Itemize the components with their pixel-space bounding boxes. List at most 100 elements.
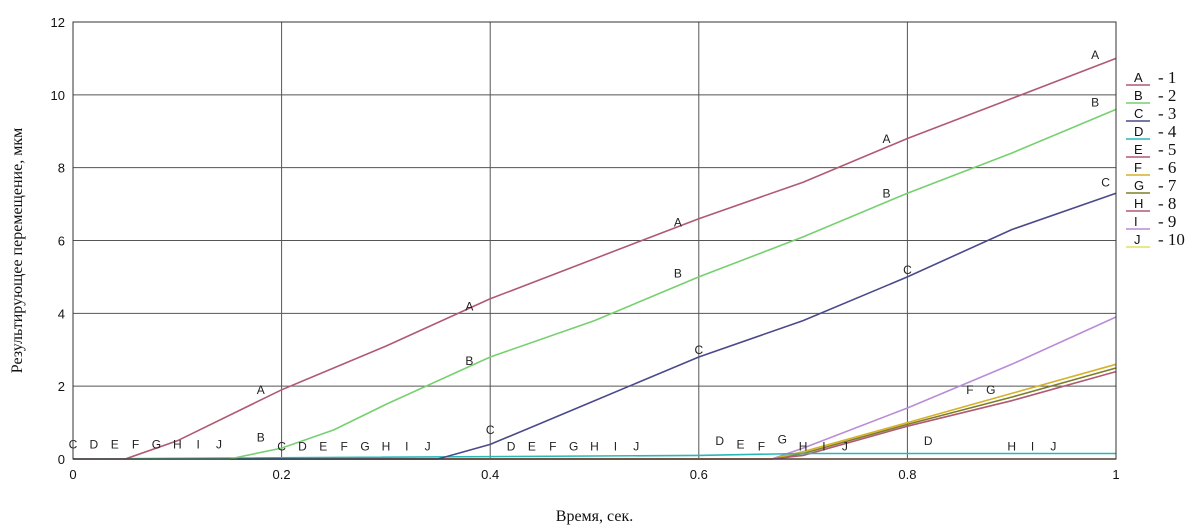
- y-tick-label: 0: [58, 452, 65, 467]
- series-marker-B: B: [1091, 95, 1099, 109]
- series-marker-C: C: [903, 263, 912, 277]
- series-marker-D: D: [924, 434, 933, 448]
- series-marker-F: F: [341, 440, 348, 454]
- x-tick-label: 0.8: [898, 467, 916, 482]
- legend-number: - 10: [1158, 230, 1185, 249]
- y-axis-title: Результирующее перемещение, мкм: [9, 128, 26, 373]
- y-tick-label: 6: [58, 234, 65, 249]
- legend-item-3: C - 3: [1126, 104, 1176, 123]
- series-marker-E: E: [319, 440, 327, 454]
- series-marker-D: D: [507, 440, 516, 454]
- legend-marker: D: [1134, 124, 1143, 139]
- series-line-D: [72, 452, 1116, 460]
- grid: [72, 21, 1117, 460]
- x-tick-label: 0: [69, 467, 76, 482]
- series-marker-A: A: [465, 299, 473, 313]
- series-marker-H: H: [1007, 440, 1016, 454]
- series-marker-E: E: [528, 440, 536, 454]
- y-tick-label: 2: [58, 379, 65, 394]
- series-marker-A: A: [1091, 48, 1099, 62]
- series-marker-D: D: [90, 438, 99, 452]
- series-marker-B: B: [465, 354, 473, 368]
- series-marker-G: G: [360, 440, 369, 454]
- x-tick-label: 0.2: [273, 467, 291, 482]
- legend-item-4: D - 4: [1126, 122, 1177, 141]
- series-marker-C: C: [694, 343, 703, 357]
- series-marker-J: J: [216, 438, 222, 452]
- series-marker-H: H: [173, 438, 182, 452]
- series-marker-B: B: [674, 267, 682, 281]
- x-tick-label: 0.6: [690, 467, 708, 482]
- legend-number: - 8: [1158, 194, 1176, 213]
- series-marker-C: C: [277, 440, 286, 454]
- legend-item-9: I - 9: [1126, 212, 1176, 231]
- legend-number: - 6: [1158, 158, 1176, 177]
- legend-marker: A: [1134, 70, 1143, 85]
- legend-number: - 2: [1158, 86, 1176, 105]
- series-marker-I: I: [822, 440, 825, 454]
- series-marker-C: C: [486, 423, 495, 437]
- series-marker-F: F: [966, 383, 973, 397]
- series-marker-D: D: [298, 440, 307, 454]
- legend-item-6: F - 6: [1126, 158, 1176, 177]
- legend-number: - 9: [1158, 212, 1176, 231]
- series-marker-J: J: [1050, 440, 1056, 454]
- series-marker-H: H: [382, 440, 391, 454]
- series-marker-I: I: [614, 440, 617, 454]
- legend-number: - 5: [1158, 140, 1176, 159]
- legend-number: - 3: [1158, 104, 1176, 123]
- series-marker-A: A: [883, 132, 891, 146]
- legend-number: - 1: [1158, 68, 1176, 87]
- series-marker-G: G: [569, 440, 578, 454]
- series-line-C: [73, 192, 1117, 460]
- series-line-B: [73, 108, 1117, 460]
- legend: A - 1 B - 2 C - 3 D - 4 E - 5 F - 6 G - 7 H - 8 I - 9 J - 1…: [1126, 68, 1185, 249]
- series-marker-A: A: [674, 216, 682, 230]
- legend-marker: J: [1134, 232, 1141, 247]
- legend-item-8: H - 8: [1126, 194, 1176, 213]
- series-marker-D: D: [715, 434, 724, 448]
- legend-number: - 4: [1158, 122, 1177, 141]
- legend-item-1: A - 1: [1126, 68, 1176, 87]
- series-marker-F: F: [758, 440, 765, 454]
- legend-item-2: B - 2: [1126, 86, 1176, 105]
- y-tick-label: 10: [51, 88, 65, 103]
- legend-item-10: J - 10: [1126, 230, 1185, 249]
- series-marker-J: J: [842, 440, 848, 454]
- series-lines: [72, 57, 1117, 460]
- series-marker-G: G: [778, 432, 787, 446]
- series-marker-H: H: [590, 440, 599, 454]
- legend-item-7: G - 7: [1126, 176, 1177, 195]
- series-marker-H: H: [799, 440, 808, 454]
- series-marker-E: E: [111, 438, 119, 452]
- legend-marker: H: [1134, 196, 1143, 211]
- series-marker-F: F: [132, 438, 139, 452]
- legend-marker: G: [1134, 178, 1144, 193]
- plot-frame: [72, 21, 1117, 460]
- series-marker-G: G: [986, 383, 995, 397]
- series-marker-I: I: [1031, 440, 1034, 454]
- y-tick-label: 4: [58, 306, 65, 321]
- x-tick-label: 1: [1112, 467, 1119, 482]
- legend-item-5: E - 5: [1126, 140, 1176, 159]
- series-marker-B: B: [257, 430, 265, 444]
- legend-number: - 7: [1158, 176, 1177, 195]
- series-marker-J: J: [633, 440, 639, 454]
- legend-marker: C: [1134, 106, 1143, 121]
- series-marker-E: E: [737, 438, 745, 452]
- y-tick-label: 12: [51, 15, 65, 30]
- series-marker-G: G: [152, 438, 161, 452]
- series-marker-I: I: [196, 438, 199, 452]
- x-tick-label: 0.4: [481, 467, 499, 482]
- series-marker-B: B: [883, 186, 891, 200]
- series-line-A: [73, 57, 1117, 460]
- series-marker-I: I: [405, 440, 408, 454]
- legend-marker: F: [1134, 160, 1142, 175]
- series-marker-J: J: [425, 440, 431, 454]
- series-marker-C: C: [1101, 176, 1110, 190]
- legend-marker: I: [1134, 214, 1138, 229]
- y-tick-label: 8: [58, 161, 65, 176]
